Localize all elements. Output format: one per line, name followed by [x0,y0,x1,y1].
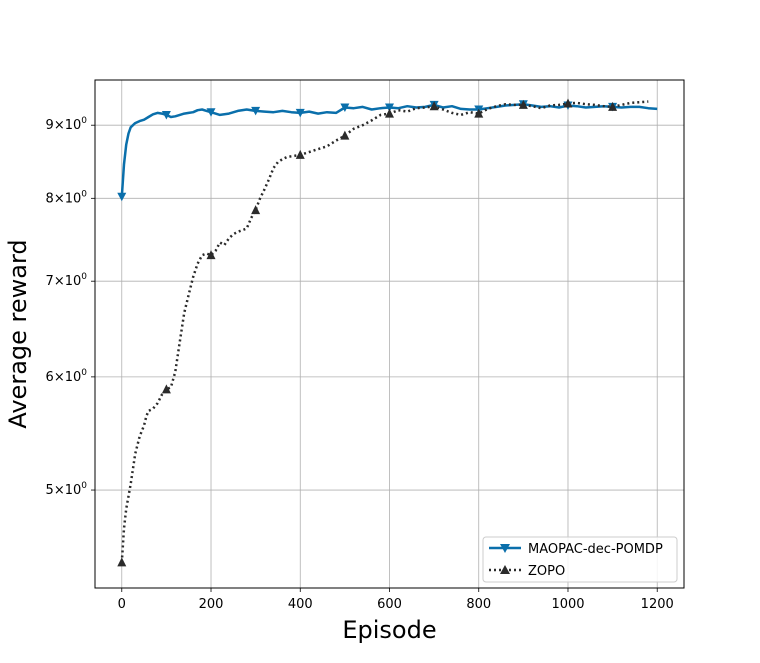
y-tick-label: 6×100 [46,368,88,385]
legend-marker-maopac-icon [500,544,510,553]
y-axis-title: Average reward [4,239,32,428]
legend-box [482,536,678,583]
data-point-marker [563,98,573,108]
data-point-marker [161,110,171,120]
data-point-marker [251,106,261,116]
data-point-marker [518,99,528,109]
data-point-marker [117,192,127,202]
data-point-marker [295,149,305,159]
data-point-marker [206,108,216,117]
data-point-marker [429,101,439,111]
x-axis-title: Episode [342,616,436,644]
x-tick-label: 400 [288,597,313,612]
y-tick-label: 5×100 [46,481,88,498]
legend: MAOPAC-dec-POMDP ZOPO [482,536,678,583]
x-tick-label: 800 [466,597,491,612]
data-point-marker [295,108,305,118]
y-axis: 5×100 6×100 7×100 8×100 9×100 [46,116,95,498]
y-tick-label: 7×100 [46,272,88,289]
series-layer [117,98,658,567]
y-tick-label: 9×100 [46,116,88,133]
data-point-marker [385,103,394,113]
data-point-marker [251,205,261,215]
x-axis: 0 200 400 600 800 1000 1200 [118,588,674,612]
series-zopo [117,98,649,567]
y-tick-label: 8×100 [46,189,88,206]
x-tick-label: 1000 [551,597,584,612]
data-point-marker [340,103,350,113]
data-point-marker [161,384,171,394]
legend-label-maopac: MAOPAC-dec-POMDP [528,542,663,557]
data-point-marker [608,101,618,111]
data-point-marker [385,108,394,118]
data-point-marker [206,250,216,260]
x-tick-label: 200 [199,597,224,612]
data-point-marker [117,557,127,567]
series-line [120,100,649,563]
data-point-marker [474,108,484,118]
legend-marker-zopo-icon [500,565,510,574]
data-point-marker [340,130,350,140]
x-tick-label: 0 [118,597,126,612]
x-tick-label: 600 [377,597,402,612]
grid-lines [95,80,684,588]
x-tick-label: 1200 [641,597,674,612]
legend-label-zopo: ZOPO [528,564,565,579]
